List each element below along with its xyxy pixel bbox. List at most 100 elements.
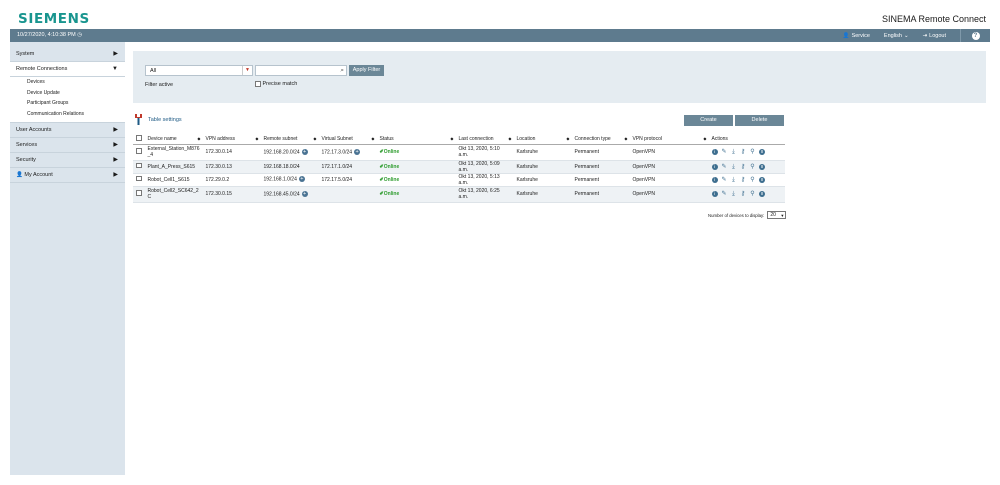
filter-active-label: Filter active	[145, 82, 174, 88]
key-icon[interactable]: ⚷	[740, 191, 746, 197]
col-location[interactable]: Location ◆	[513, 134, 572, 145]
select-all-checkbox[interactable]	[136, 135, 142, 141]
logout-button[interactable]: ⇥ Logout	[922, 32, 946, 39]
precise-match-checkbox[interactable]	[255, 81, 261, 87]
status-cell: ✐Online	[376, 160, 456, 174]
precise-match-option: Precise match	[255, 81, 297, 87]
info-icon[interactable]: i	[711, 163, 718, 170]
col-vpn-protocol[interactable]: VPN protocol ◆	[629, 134, 709, 145]
edit-icon[interactable]: ✎	[721, 191, 727, 197]
clock-icon: ◷	[77, 32, 83, 38]
plus-circle-icon[interactable]: +	[301, 148, 308, 155]
search-icon[interactable]: ⌕	[340, 67, 344, 74]
sidebar-subitem-communication-relations[interactable]: Communication Relations	[27, 110, 84, 117]
disconnect-icon[interactable]: II	[759, 176, 765, 183]
bulb-icon[interactable]: ⚲	[750, 176, 755, 183]
chevron-down-icon: ▼	[242, 66, 252, 75]
table-row[interactable]: External_Station_M876_4 172.30.0.14 192.…	[133, 144, 785, 161]
vpn-address-cell: 172.30.0.14	[202, 144, 261, 161]
sort-icon: ◆	[255, 136, 259, 141]
filter-select[interactable]: All ▼	[145, 65, 253, 76]
bulb-icon[interactable]: ⚲	[750, 163, 755, 170]
sidebar-item-remote-connections[interactable]: Remote Connections ▼	[10, 62, 125, 77]
sidebar-submenu: Devices Device Update Participant Groups…	[10, 77, 125, 123]
col-virtual-subnet[interactable]: Virtual Subnet ◆	[318, 134, 377, 145]
apply-filter-button[interactable]: Apply Filter	[349, 65, 384, 76]
info-icon[interactable]: i	[711, 149, 718, 155]
edit-icon[interactable]: ✎	[721, 163, 727, 170]
plus-circle-icon[interactable]: +	[354, 148, 361, 155]
devices-table: Device name ◆ VPN address ◆ Remote subnet ◆…	[133, 134, 785, 203]
user-menu[interactable]: 👤 Service	[842, 32, 870, 39]
sidebar-item-services[interactable]: Services ▶	[10, 138, 125, 153]
bulb-icon[interactable]: ⚲	[750, 191, 755, 197]
bulb-icon[interactable]: ⚲	[750, 149, 755, 155]
col-status[interactable]: Status ◆	[376, 134, 456, 145]
row-checkbox[interactable]	[136, 148, 142, 154]
devices-per-page: Number of devices to display: 20 ▼	[708, 211, 787, 219]
sidebar-item-security[interactable]: Security ▶	[10, 153, 125, 168]
download-icon[interactable]: ⤓	[732, 176, 735, 183]
sort-icon: ◆	[703, 136, 707, 141]
language-select[interactable]: English ⌄	[883, 32, 909, 39]
device-name-cell: Plant_A_Press_S615	[144, 160, 203, 174]
plus-circle-icon[interactable]: +	[298, 176, 305, 183]
plus-circle-icon[interactable]: +	[301, 190, 308, 197]
last-connection-cell: Okt 13, 2020, 5:10 a.m.	[455, 144, 514, 161]
search-input[interactable]: ⌕	[255, 65, 347, 76]
info-icon[interactable]: i	[711, 176, 718, 183]
sidebar-subitem-participant-groups[interactable]: Participant Groups	[27, 100, 69, 106]
edit-icon[interactable]: ✎	[721, 149, 727, 155]
table-row[interactable]: Plant_A_Press_S615 172.30.0.13 192.168.1…	[133, 160, 785, 174]
col-vpn-address[interactable]: VPN address ◆	[202, 134, 261, 145]
vpn-protocol-cell: OpenVPN	[629, 144, 709, 161]
siemens-logo: SIEMENS	[18, 11, 90, 27]
virtual-subnet-cell: 172.17.3.0/24 +	[318, 144, 377, 161]
key-icon[interactable]: ⚷	[740, 149, 746, 155]
create-button[interactable]: Create	[684, 115, 733, 126]
delete-button[interactable]: Delete	[735, 115, 784, 126]
row-checkbox[interactable]	[136, 162, 142, 169]
device-name-cell: External_Station_M876_4	[144, 144, 203, 161]
download-icon[interactable]: ⤓	[732, 163, 735, 170]
sidebar-item-user-accounts[interactable]: User Accounts ▶	[10, 123, 125, 138]
vpn-protocol-cell: OpenVPN	[629, 186, 709, 203]
user-icon: 👤	[16, 172, 23, 178]
key-icon[interactable]: ⚷	[740, 176, 746, 183]
disconnect-icon[interactable]: II	[759, 191, 765, 197]
online-status-badge: ✐Online	[379, 163, 400, 170]
row-checkbox[interactable]	[136, 190, 142, 196]
devices-per-page-select[interactable]: 20 ▼	[767, 211, 787, 219]
device-name-cell: Robot_Cell2_SC642_2C	[144, 186, 203, 203]
remote-subnet-cell: 192.168.20.0/24 +	[260, 144, 319, 161]
col-device-name[interactable]: Device name ◆	[144, 134, 203, 145]
col-remote-subnet[interactable]: Remote subnet ◆	[260, 134, 319, 145]
product-title: SINEMA Remote Connect	[881, 14, 986, 24]
table-row[interactable]: Robot_Cell2_SC642_2C 172.30.0.15 192.168…	[133, 186, 785, 203]
vpn-address-cell: 172.29.0.2	[202, 173, 261, 187]
col-last-connection[interactable]: Last connection ◆	[455, 134, 514, 145]
col-connection-type[interactable]: Connection type ◆	[571, 134, 630, 145]
chevron-down-icon: ▼	[780, 213, 785, 218]
edit-icon[interactable]: ✎	[721, 176, 727, 183]
remote-subnet-cell: 192.168.18.0/24	[260, 160, 319, 174]
sidebar-item-system[interactable]: System ▶	[10, 47, 125, 62]
disconnect-icon[interactable]: II	[759, 149, 765, 155]
logout-icon: ⇥	[922, 32, 928, 39]
download-icon[interactable]: ⤓	[732, 149, 735, 155]
download-icon[interactable]: ⤓	[732, 191, 735, 197]
info-icon[interactable]: i	[711, 191, 718, 197]
table-settings-link[interactable]: Table settings	[135, 114, 182, 125]
location-cell: Karlsruhe	[513, 186, 572, 203]
table-row[interactable]: Robot_Cell1_S615 172.29.0.2 192.168.1.0/…	[133, 173, 785, 187]
wrench-icon	[135, 114, 142, 125]
disconnect-icon[interactable]: II	[759, 163, 765, 170]
key-icon[interactable]: ⚷	[740, 163, 746, 170]
chevron-right-icon: ▶	[113, 172, 118, 178]
help-button[interactable]: ?	[960, 29, 990, 42]
sidebar-item-my-account[interactable]: 👤 My Account ▶	[10, 168, 125, 183]
location-cell: Karlsruhe	[513, 173, 572, 187]
sidebar-subitem-devices[interactable]: Devices	[27, 79, 45, 85]
row-checkbox[interactable]	[136, 175, 142, 182]
sidebar-subitem-device-update[interactable]: Device Update	[27, 89, 60, 96]
